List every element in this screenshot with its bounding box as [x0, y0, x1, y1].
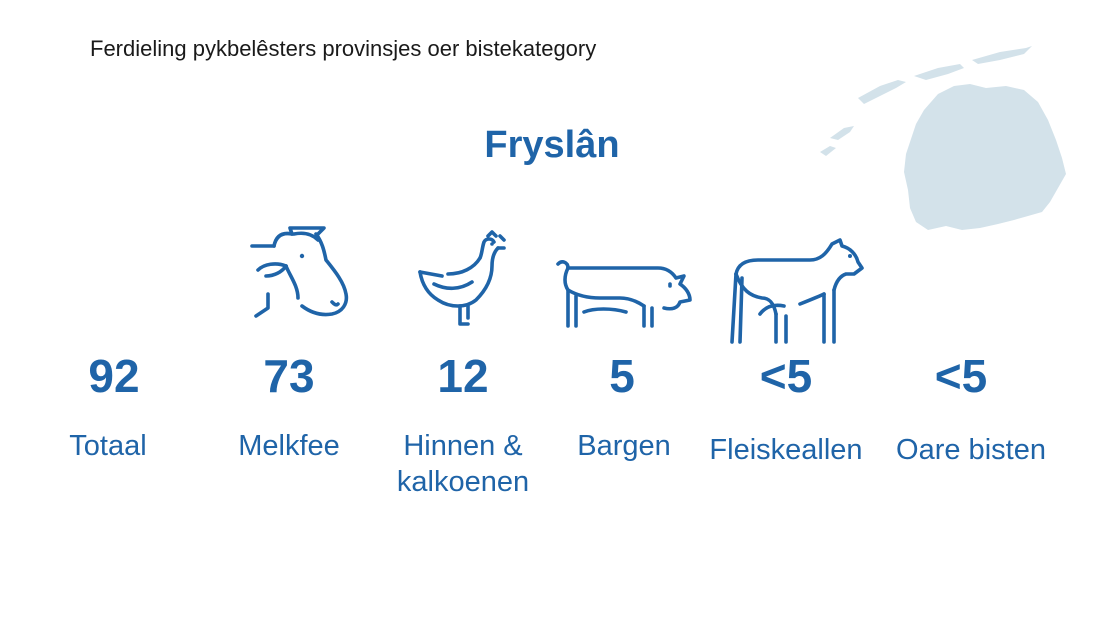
- chicken-icon: [414, 228, 514, 328]
- value-melkfee: 73: [263, 350, 315, 402]
- value-totaal: 92: [88, 350, 140, 402]
- value-hinnen-kalkoenen: 12: [437, 350, 489, 402]
- label-fleiskeallen: Fleiskeallen: [709, 434, 863, 466]
- province-title: Fryslân: [484, 124, 620, 166]
- province-map-icon: [820, 46, 1066, 230]
- label-hinnen-kalkoenen: Hinnen & kalkoenen: [396, 430, 530, 498]
- page-title: Ferdieling pykbelêsters provinsjes oer b…: [90, 36, 597, 61]
- label-bargen: Bargen: [577, 430, 671, 462]
- label-totaal: Totaal: [69, 430, 147, 462]
- value-bargen: 5: [609, 350, 635, 402]
- value-fleiskeallen: <5: [759, 350, 813, 402]
- label-oare-bisten: Oare bisten: [896, 434, 1046, 466]
- value-oare-bisten: <5: [934, 350, 988, 402]
- label-melkfee: Melkfee: [238, 430, 340, 462]
- calf-icon: [728, 234, 868, 346]
- pig-icon: [554, 256, 696, 330]
- cow-head-icon: [246, 224, 354, 320]
